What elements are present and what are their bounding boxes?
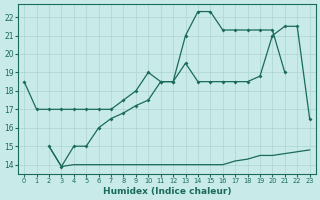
- X-axis label: Humidex (Indice chaleur): Humidex (Indice chaleur): [103, 187, 231, 196]
